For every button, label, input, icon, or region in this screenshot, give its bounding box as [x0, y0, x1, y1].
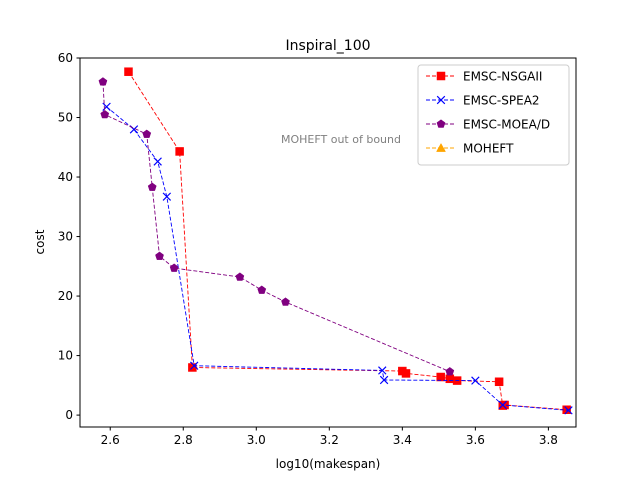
x-tick-label: 3.6: [466, 433, 485, 447]
series-line-emsc-spea2: [106, 106, 569, 411]
data-point-emsc-spea2: [378, 366, 387, 375]
data-point-emsc-spea2: [379, 375, 389, 385]
data-point-emsc-moea-d: [147, 182, 157, 191]
data-point-emsc-moea-d: [169, 263, 179, 272]
series-emsc-spea2: [102, 102, 573, 415]
legend: EMSC-NSGAII EMSC-SPEA2 EMSC-MOEA/D MOHEFT: [417, 64, 570, 166]
legend-label-emsc-moea-d: EMSC-MOEA/D: [463, 118, 550, 132]
data-point-emsc-moea-d: [142, 129, 152, 138]
data-point-emsc-spea2: [162, 192, 172, 201]
y-axis-label: cost: [33, 229, 47, 254]
data-point-emsc-nsgaii: [436, 372, 445, 382]
data-point-emsc-moea-d: [155, 251, 164, 260]
data-point-emsc-spea2: [189, 361, 199, 370]
chart-title: Inspiral_100: [285, 38, 370, 54]
data-point-emsc-spea2: [498, 400, 507, 410]
data-point-emsc-moea-d: [281, 297, 290, 306]
plot-area: [98, 67, 573, 415]
data-point-emsc-nsgaii: [401, 369, 411, 378]
x-tick-label: 3.4: [393, 433, 412, 447]
y-tick-label: 10: [58, 349, 73, 363]
data-point-emsc-nsgaii: [175, 147, 184, 156]
x-axis-label: log10(makespan): [276, 457, 381, 471]
data-point-emsc-moea-d: [100, 109, 110, 119]
y-tick-label: 0: [65, 408, 73, 422]
data-point-emsc-spea2: [153, 157, 162, 166]
x-tick-label: 2.6: [101, 433, 120, 447]
legend-label-emsc-nsgaii: EMSC-NSGAII: [463, 70, 542, 84]
data-point-emsc-spea2: [471, 376, 480, 385]
data-point-emsc-nsgaii: [494, 377, 504, 387]
data-point-emsc-nsgaii: [124, 67, 133, 76]
legend-marker-emsc-moea-d: [436, 119, 446, 128]
series-emsc-moea-d: [98, 77, 455, 376]
data-point-emsc-spea2: [564, 406, 573, 415]
x-tick-label: 3.0: [247, 433, 266, 447]
data-point-emsc-moea-d: [445, 367, 455, 376]
data-point-emsc-nsgaii: [500, 400, 509, 410]
x-tick-label: 3.8: [539, 433, 558, 447]
axes-frame: [79, 57, 577, 428]
legend-marker-moheft: [436, 142, 446, 152]
y-tick-label: 40: [58, 170, 73, 184]
x-tick-label: 3.2: [320, 433, 339, 447]
x-tick-label: 2.8: [174, 433, 193, 447]
data-point-emsc-moea-d: [98, 77, 108, 86]
data-point-emsc-moea-d: [235, 272, 245, 281]
series-line-emsc-moea-d: [102, 81, 450, 373]
legend-label-moheft: MOHEFT: [463, 142, 514, 156]
y-tick-label: 50: [58, 111, 73, 125]
axes: 2.6 2.8 3.0 3.2 3.4 3.6 3.8 0 10 20 30 40 50 60: [58, 51, 558, 447]
y-tick-label: 30: [58, 230, 73, 244]
y-tick-label: 20: [58, 289, 73, 303]
legend-marker-emsc-nsgaii: [436, 71, 446, 81]
y-tick-label: 60: [58, 51, 73, 65]
data-point-emsc-nsgaii: [445, 374, 455, 384]
moheft-annotation: MOHEFT out of bound: [281, 133, 401, 146]
legend-box: [417, 64, 570, 166]
legend-label-emsc-spea2: EMSC-SPEA2: [463, 94, 540, 108]
legend-marker-emsc-spea2: [436, 95, 446, 105]
data-point-emsc-moea-d: [257, 285, 267, 294]
